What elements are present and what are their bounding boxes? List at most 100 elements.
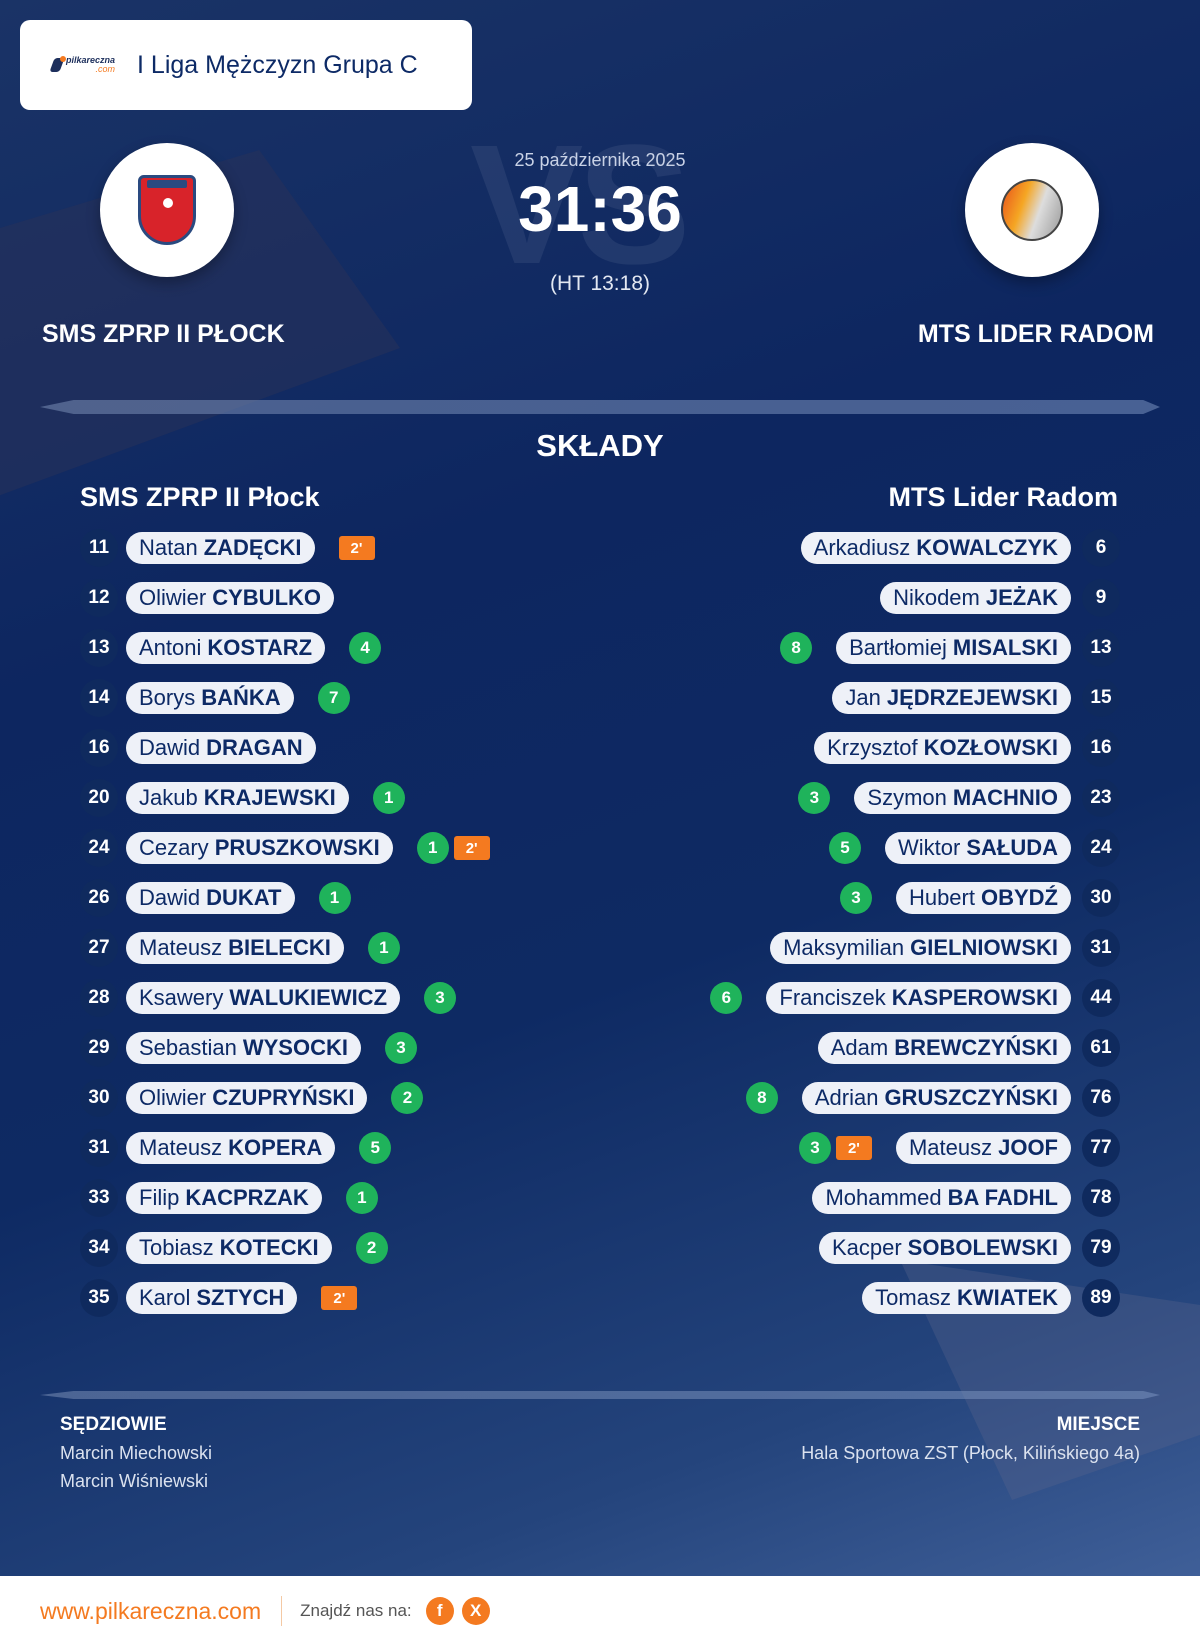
player-row: 27 Mateusz BIELECKI 1 — [80, 923, 490, 973]
player-last-name: SZTYCH — [196, 1285, 285, 1310]
player-name[interactable]: Maksymilian GIELNIOWSKI — [770, 932, 1071, 964]
player-name[interactable]: Tomasz KWIATEK — [862, 1282, 1071, 1314]
player-name[interactable]: Sebastian WYSOCKI — [126, 1032, 361, 1064]
player-name[interactable]: Mateusz BIELECKI — [126, 932, 344, 964]
player-stats: 3 — [361, 1032, 417, 1064]
player-stats: 1 — [295, 882, 351, 914]
player-first-name: Wiktor — [898, 835, 961, 860]
player-name[interactable]: Antoni KOSTARZ — [126, 632, 326, 664]
player-name[interactable]: Adam BREWCZYŃSKI — [817, 1032, 1071, 1064]
player-row: 29 Sebastian WYSOCKI 3 — [80, 1023, 490, 1073]
player-name[interactable]: Arkadiusz KOWALCZYK — [800, 532, 1071, 564]
player-name[interactable]: Szymon MACHNIO — [854, 782, 1071, 814]
player-row: Krzysztof KOZŁOWSKI 16 — [710, 723, 1120, 773]
player-stats: 2' — [297, 1286, 358, 1310]
away-team-crest — [965, 143, 1099, 277]
player-name[interactable]: Jan JĘDRZEJEWSKI — [832, 682, 1071, 714]
player-last-name: KOTECKI — [219, 1235, 319, 1260]
player-name[interactable]: Mateusz KOPERA — [126, 1132, 336, 1164]
player-number: 35 — [80, 1279, 118, 1317]
player-first-name: Tomasz — [875, 1285, 951, 1310]
player-last-name: KASPEROWSKI — [891, 985, 1058, 1010]
player-first-name: Mateusz — [908, 1135, 993, 1160]
player-first-name: Tobiasz — [139, 1235, 214, 1260]
goals-badge: 3 — [384, 1032, 417, 1064]
player-first-name: Ksawery — [139, 985, 224, 1010]
player-name[interactable]: Bartłomiej MISALSKI — [836, 632, 1071, 664]
player-last-name: CZUPRYŃSKI — [212, 1085, 355, 1110]
player-last-name: KWIATEK — [956, 1285, 1058, 1310]
player-last-name: GIELNIOWSKI — [910, 935, 1058, 960]
goals-badge: 3 — [839, 882, 872, 914]
player-name[interactable]: Mateusz JOOF — [895, 1132, 1071, 1164]
player-number: 89 — [1082, 1279, 1120, 1317]
player-last-name: ZADĘCKI — [203, 535, 302, 560]
goals-badge: 5 — [829, 832, 861, 864]
player-last-name: DRAGAN — [206, 735, 303, 760]
player-number: 33 — [80, 1179, 118, 1217]
player-name[interactable]: Dawid DRAGAN — [126, 732, 316, 764]
player-first-name: Sebastian — [139, 1035, 237, 1060]
goals-badge: 3 — [424, 982, 457, 1014]
x-icon[interactable]: X — [461, 1597, 490, 1625]
player-number: 29 — [80, 1029, 118, 1067]
player-row: Adam BREWCZYŃSKI 61 — [710, 1023, 1120, 1073]
player-row: Tomasz KWIATEK 89 — [710, 1273, 1120, 1323]
venue-name: Hala Sportowa ZST (Płock, Kilińskiego 4a… — [801, 1443, 1140, 1463]
player-number: 24 — [80, 829, 118, 867]
player-stats: 7 — [294, 682, 350, 714]
player-number: 6 — [1082, 529, 1120, 567]
player-last-name: MACHNIO — [952, 785, 1058, 810]
player-name[interactable]: Borys BAŃKA — [126, 682, 294, 714]
player-first-name: Dawid — [139, 735, 201, 760]
player-row: 8 Bartłomiej MISALSKI 13 — [710, 623, 1120, 673]
player-name[interactable]: Wiktor SAŁUDA — [885, 832, 1071, 864]
player-name[interactable]: Natan ZADĘCKI — [126, 532, 315, 564]
player-name[interactable]: Nikodem JEŻAK — [880, 582, 1071, 614]
player-last-name: BREWCZYŃSKI — [894, 1035, 1058, 1060]
pilkareczna-logo[interactable]: pilkareczna .com — [50, 56, 115, 74]
venue-title: MIEJSCE — [1056, 1414, 1140, 1435]
player-stats: 5 — [335, 1132, 392, 1164]
player-number: 16 — [1082, 729, 1120, 767]
player-first-name: Hubert — [908, 885, 975, 910]
player-name[interactable]: Mohammed BA FADHL — [812, 1182, 1071, 1214]
website-link[interactable]: www.pilkareczna.com — [40, 1597, 262, 1624]
player-name[interactable]: Krzysztof KOZŁOWSKI — [814, 732, 1071, 764]
player-name[interactable]: Hubert OBYDŹ — [895, 882, 1071, 914]
player-name[interactable]: Kacper SOBOLEWSKI — [818, 1232, 1071, 1264]
player-stats: 2' — [315, 536, 375, 560]
player-first-name: Jakub — [139, 785, 198, 810]
player-name[interactable]: Oliwier CZUPRYŃSKI — [126, 1082, 368, 1114]
player-last-name: WALUKIEWICZ — [229, 985, 388, 1010]
facebook-icon[interactable]: f — [425, 1597, 454, 1625]
player-name[interactable]: Dawid DUKAT — [126, 882, 295, 914]
player-number: 11 — [80, 529, 118, 567]
player-number: 78 — [1082, 1179, 1120, 1217]
player-last-name: JĘDRZEJEWSKI — [886, 685, 1058, 710]
player-last-name: DUKAT — [206, 885, 282, 910]
player-name[interactable]: Filip KACPRZAK — [126, 1182, 322, 1214]
player-name[interactable]: Adrian GRUSZCZYŃSKI — [801, 1082, 1071, 1114]
player-row: Arkadiusz KOWALCZYK 6 — [710, 523, 1120, 573]
player-number: 61 — [1082, 1029, 1120, 1067]
player-name[interactable]: Cezary PRUSZKOWSKI — [126, 832, 393, 864]
player-name[interactable]: Tobiasz KOTECKI — [126, 1232, 332, 1264]
penalty-badge: 2' — [453, 836, 490, 860]
player-number: 76 — [1082, 1079, 1120, 1117]
player-last-name: GRUSZCZYŃSKI — [884, 1085, 1058, 1110]
player-last-name: KOWALCZYK — [916, 535, 1058, 560]
player-name[interactable]: Franciszek KASPEROWSKI — [766, 982, 1071, 1014]
home-lineup-title: SMS ZPRP II Płock — [80, 482, 320, 512]
player-number: 20 — [80, 779, 118, 817]
goals-badge: 1 — [372, 782, 405, 814]
player-name[interactable]: Jakub KRAJEWSKI — [126, 782, 349, 814]
player-first-name: Mateusz — [139, 1135, 223, 1160]
player-name[interactable]: Oliwier CYBULKO — [126, 582, 335, 614]
player-row: Mohammed BA FADHL 78 — [710, 1173, 1120, 1223]
player-number: 31 — [1082, 929, 1120, 967]
player-name[interactable]: Karol SZTYCH — [126, 1282, 298, 1314]
player-row: 34 Tobiasz KOTECKI 2 — [80, 1223, 490, 1273]
player-name[interactable]: Ksawery WALUKIEWICZ — [126, 982, 401, 1014]
home-team-crest — [100, 143, 234, 277]
